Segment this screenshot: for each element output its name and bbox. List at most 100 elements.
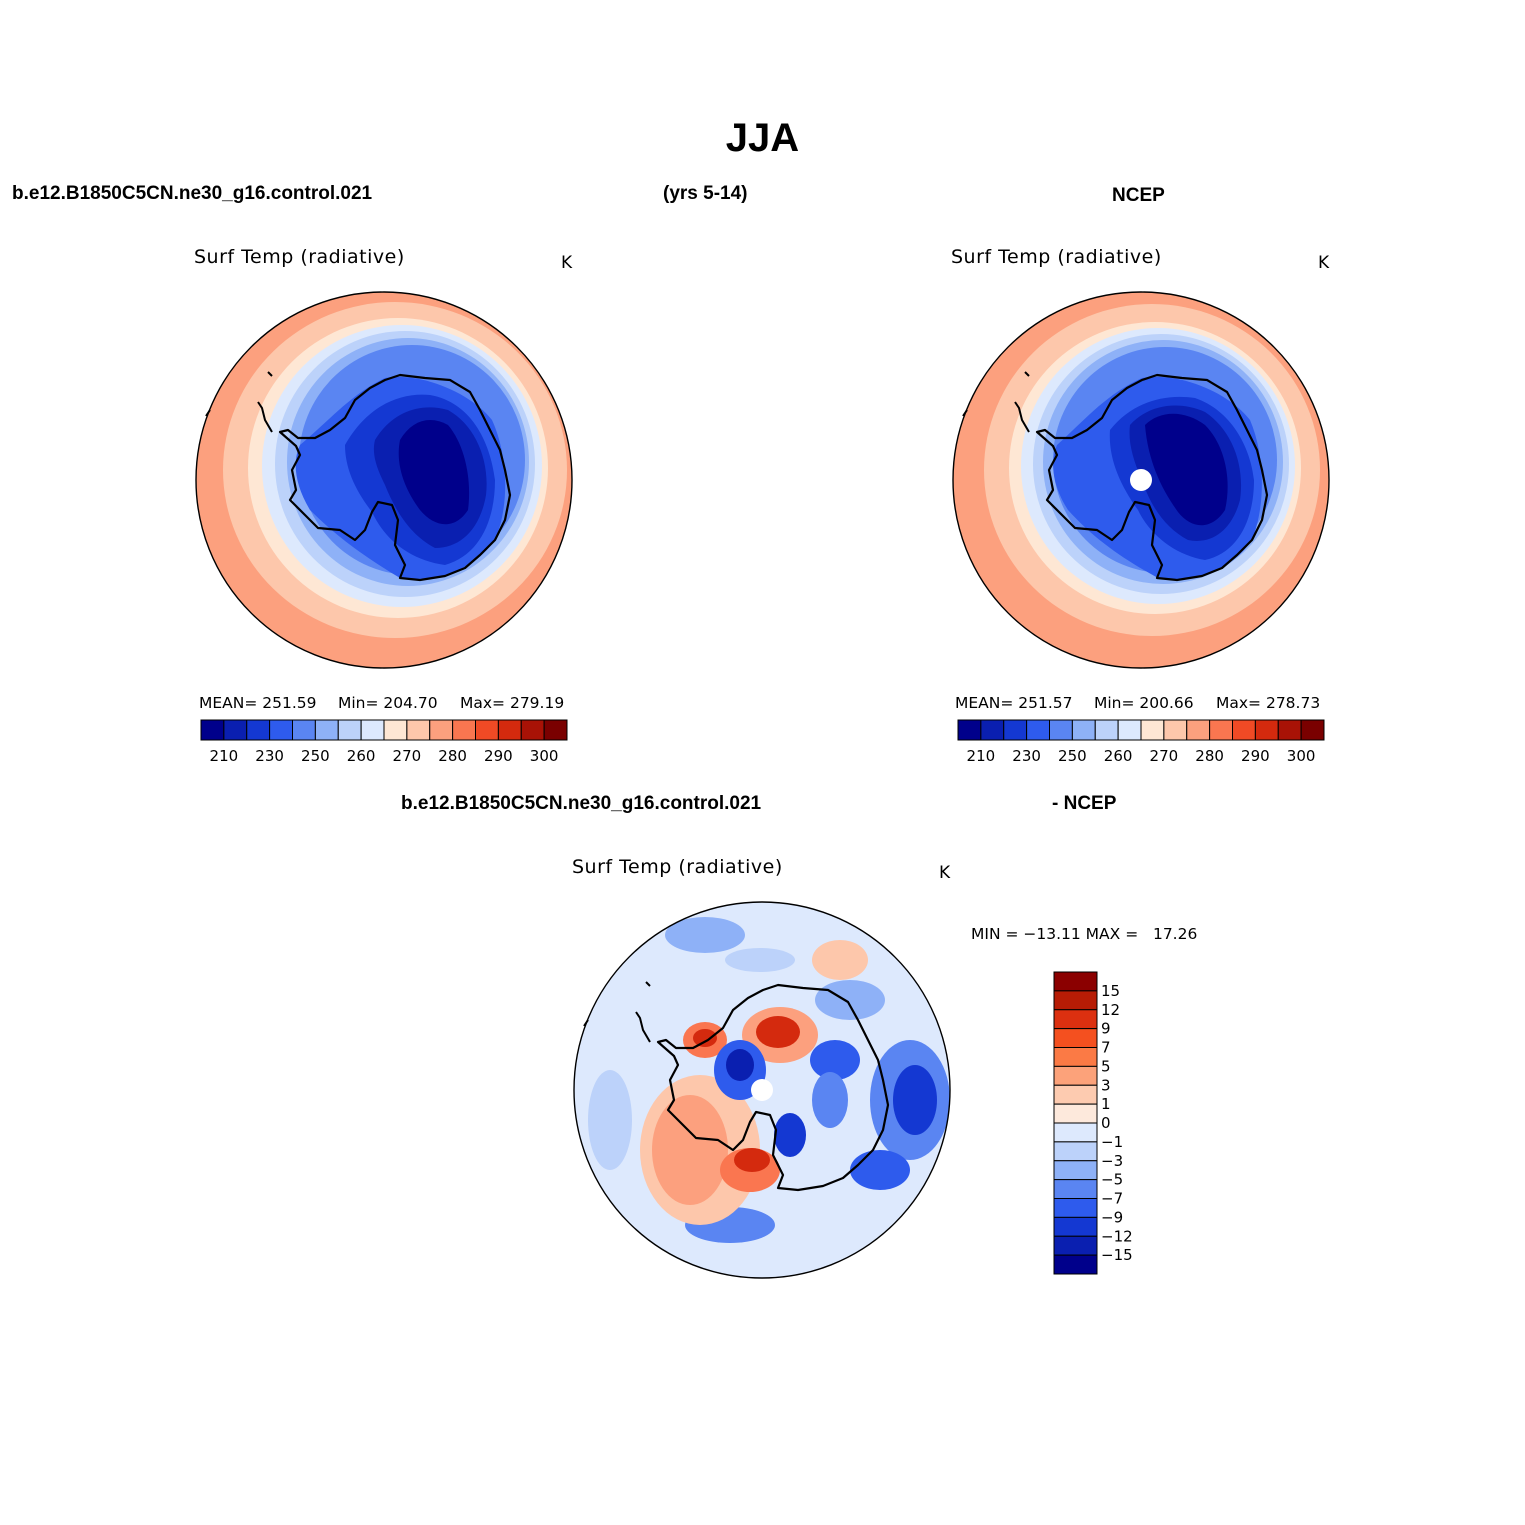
antarctica-cold-core [1145, 413, 1228, 526]
diff-case-label: b.e12.B1850C5CN.ne30_g16.control.021 [401, 793, 762, 814]
obs-label: NCEP [1112, 185, 1165, 206]
colorbar-swatch [452, 719, 476, 741]
colorbar-swatch [1094, 719, 1119, 741]
colorbar-swatch [1049, 719, 1073, 741]
colorbar-tick-label: 9 [1101, 1020, 1111, 1038]
diff-blob [812, 940, 868, 980]
colorbar-swatch [269, 719, 293, 741]
colorbar-swatch [1053, 1160, 1098, 1181]
diff-blob [812, 1072, 848, 1128]
colorbar-swatch [497, 719, 522, 741]
colorbar-swatch [1053, 1047, 1098, 1067]
diff-blob [665, 917, 745, 953]
colorbar-swatch [1232, 719, 1256, 741]
colorbar-swatch [406, 719, 431, 741]
colorbar-swatch [337, 719, 362, 741]
colorbar-tick-label: −7 [1101, 1190, 1123, 1208]
diff-blob [893, 1065, 937, 1135]
model-min: Min= 204.70 [338, 694, 438, 712]
diff-blob [588, 1070, 632, 1170]
obs-units: K [1318, 253, 1330, 273]
colorbar-swatch [1117, 719, 1142, 741]
colorbar-tick-label: −12 [1101, 1227, 1133, 1245]
colorbar-tick-label: 7 [1101, 1039, 1111, 1057]
colorbar-swatch [1053, 1141, 1098, 1162]
colorbar-swatch [980, 719, 1005, 741]
colorbar-tick-label: 260 [347, 747, 376, 765]
colorbar-swatch [957, 719, 982, 741]
colorbar-swatch [1277, 719, 1302, 741]
colorbar-swatch [1053, 1122, 1098, 1143]
colorbar-tick-label: 270 [1150, 747, 1179, 765]
colorbar-tick-label: 300 [1287, 747, 1316, 765]
figure-title: JJA [725, 116, 800, 160]
colorbar-swatch [543, 719, 568, 741]
colorbar-tick-label: 270 [393, 747, 422, 765]
diff-blob [726, 1049, 754, 1081]
colorbar-swatch [1254, 719, 1279, 741]
colorbar-swatch [200, 719, 225, 741]
model-polar-map [196, 292, 572, 668]
diff-map-border [573, 901, 951, 1279]
colorbar-tick-label: 15 [1101, 982, 1120, 1000]
colorbar-swatch [1053, 1216, 1098, 1237]
colorbar-tick-label: −3 [1101, 1152, 1123, 1170]
obs-colorbar: 210 230 250 260 270 280 290 300 [957, 719, 1325, 765]
years-label: (yrs 5-14) [663, 183, 748, 204]
colorbar-tick-label: 0 [1101, 1114, 1111, 1132]
obs-max: Max= 278.73 [1216, 694, 1321, 712]
colorbar-swatch [1053, 1103, 1098, 1124]
diff-blob [652, 1095, 728, 1205]
diff-antarctic-coastline [656, 983, 890, 1192]
colorbar-swatch [1053, 990, 1098, 1011]
colorbar-swatch [1003, 719, 1028, 741]
obs-antarctic-coastline [1035, 373, 1269, 582]
colorbar-swatch [1053, 1179, 1098, 1199]
obs-map-border [952, 291, 1330, 669]
colorbar-swatch [1071, 719, 1096, 741]
model-antarctic-coastline [278, 373, 512, 582]
diff-min-max: MIN = −13.11 MAX = 17.26 [971, 925, 1198, 943]
colorbar-swatch [1053, 971, 1098, 992]
colorbar-swatch [1053, 1009, 1098, 1030]
colorbar-swatch [1026, 719, 1050, 741]
missing-data-pole [751, 1079, 773, 1101]
case-label: b.e12.B1850C5CN.ne30_g16.control.021 [12, 183, 373, 204]
diff-blob [756, 1016, 800, 1048]
colorbar-swatch [1163, 719, 1188, 741]
colorbar-tick-label: 250 [301, 747, 330, 765]
diff-blob [774, 1113, 806, 1157]
diff-blob [815, 980, 885, 1020]
obs-panel-title: Surf Temp (radiative) [951, 246, 1162, 268]
obs-min: Min= 200.66 [1094, 694, 1194, 712]
diff-blob [734, 1148, 770, 1172]
colorbar-tick-label: 12 [1101, 1001, 1120, 1019]
colorbar-swatch [1053, 1198, 1098, 1218]
colorbar-tick-label: 230 [1012, 747, 1041, 765]
colorbar-tick-label: 290 [1241, 747, 1270, 765]
colorbar-swatch [520, 719, 545, 741]
colorbar-swatch [1140, 719, 1165, 741]
colorbar-swatch [223, 719, 248, 741]
colorbar-swatch [292, 719, 316, 741]
colorbar-tick-label: 290 [484, 747, 513, 765]
colorbar-swatch [429, 719, 454, 741]
diff-polar-map [574, 902, 950, 1278]
colorbar-tick-label: 5 [1101, 1057, 1111, 1075]
diff-units: K [939, 863, 951, 883]
colorbar-tick-label: 210 [967, 747, 996, 765]
colorbar-swatch [360, 719, 385, 741]
colorbar-swatch [475, 719, 499, 741]
colorbar-swatch [1053, 1235, 1098, 1256]
model-panel-title: Surf Temp (radiative) [194, 246, 405, 268]
colorbar-tick-label: −5 [1101, 1171, 1123, 1189]
colorbar-swatch [1186, 719, 1211, 741]
colorbar-tick-label: 280 [438, 747, 467, 765]
diff-panel-title: Surf Temp (radiative) [572, 856, 783, 878]
antarctica-cold-core [398, 420, 470, 525]
colorbar-swatch [1053, 1028, 1098, 1048]
obs-polar-map [953, 292, 1329, 668]
colorbar-swatch [314, 719, 339, 741]
colorbar-tick-label: −9 [1101, 1208, 1123, 1226]
